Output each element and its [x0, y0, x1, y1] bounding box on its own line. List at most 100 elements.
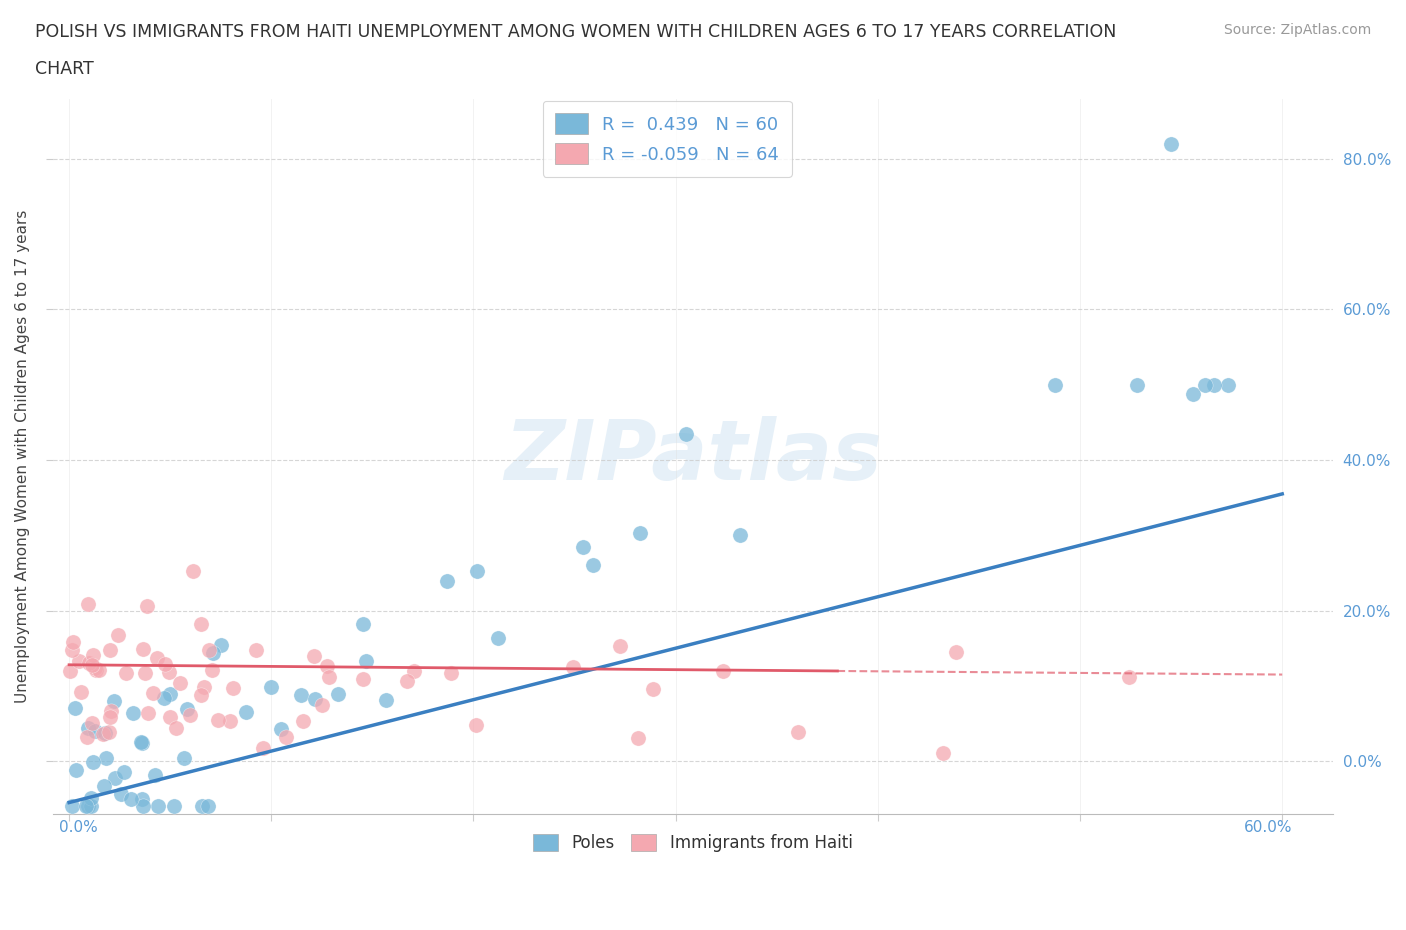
Point — [318, 670, 340, 684]
Point — [136, 706, 159, 721]
Point — [80, 658, 103, 672]
Text: POLISH VS IMMIGRANTS FROM HAITI UNEMPLOYMENT AMONG WOMEN WITH CHILDREN AGES 6 TO: POLISH VS IMMIGRANTS FROM HAITI UNEMPLOY… — [35, 23, 1116, 41]
Point — [153, 657, 176, 671]
Point — [136, 599, 159, 614]
Point — [200, 663, 222, 678]
Point — [77, 720, 100, 735]
Point — [103, 694, 125, 709]
Point — [404, 664, 426, 679]
Point — [197, 799, 219, 814]
Point — [193, 680, 215, 695]
Point — [274, 730, 297, 745]
Point — [326, 686, 349, 701]
Point — [173, 751, 195, 766]
Point — [641, 682, 664, 697]
Point — [100, 703, 122, 718]
Text: ZIPatlas: ZIPatlas — [503, 416, 882, 497]
Point — [93, 778, 115, 793]
Point — [131, 791, 153, 806]
Point — [176, 702, 198, 717]
Point — [179, 708, 201, 723]
Point — [675, 426, 697, 441]
Point — [163, 799, 186, 814]
Point — [98, 724, 121, 739]
Point — [198, 643, 221, 658]
Point — [464, 718, 486, 733]
Point — [181, 564, 204, 578]
Point — [83, 724, 105, 738]
Point — [60, 799, 83, 814]
Point — [87, 663, 110, 678]
Point — [222, 680, 245, 695]
Point — [129, 735, 152, 750]
Point — [201, 645, 224, 660]
Point — [59, 664, 82, 679]
Point — [63, 700, 86, 715]
Point — [1126, 378, 1149, 392]
Point — [94, 751, 117, 765]
Text: Source: ZipAtlas.com: Source: ZipAtlas.com — [1223, 23, 1371, 37]
Point — [1202, 378, 1225, 392]
Point — [218, 714, 240, 729]
Point — [146, 650, 169, 665]
Point — [100, 643, 122, 658]
Text: 0.0%: 0.0% — [59, 820, 98, 835]
Point — [628, 525, 651, 540]
Point — [110, 787, 132, 802]
Point — [103, 771, 125, 786]
Point — [304, 649, 326, 664]
Y-axis label: Unemployment Among Women with Children Ages 6 to 17 years: Unemployment Among Women with Children A… — [15, 209, 30, 703]
Point — [1118, 670, 1140, 684]
Point — [375, 693, 398, 708]
Point — [142, 685, 165, 700]
Point — [86, 663, 108, 678]
Point — [609, 638, 631, 653]
Point — [93, 726, 115, 741]
Point — [98, 710, 121, 724]
Point — [270, 722, 292, 737]
Text: CHART: CHART — [35, 60, 94, 78]
Point — [77, 799, 100, 814]
Point — [352, 617, 374, 631]
Point — [77, 596, 100, 611]
Point — [143, 768, 166, 783]
Point — [82, 754, 104, 769]
Point — [290, 688, 312, 703]
Point — [436, 573, 458, 588]
Point — [80, 799, 103, 814]
Point — [67, 653, 90, 668]
Legend: Poles, Immigrants from Haiti: Poles, Immigrants from Haiti — [526, 828, 859, 859]
Point — [1216, 378, 1239, 392]
Point — [207, 712, 229, 727]
Point — [190, 687, 212, 702]
Point — [1043, 378, 1066, 392]
Point — [169, 676, 191, 691]
Point — [561, 659, 583, 674]
Point — [292, 713, 315, 728]
Point — [131, 642, 153, 657]
Point — [245, 642, 267, 657]
Point — [165, 721, 187, 736]
Point — [82, 715, 104, 730]
Point — [1194, 378, 1216, 392]
Point — [91, 726, 114, 741]
Point — [259, 680, 281, 695]
Point — [315, 659, 337, 674]
Point — [311, 698, 333, 712]
Point — [157, 665, 180, 680]
Point — [711, 663, 734, 678]
Point — [121, 791, 143, 806]
Point — [62, 635, 84, 650]
Text: 60.0%: 60.0% — [1244, 820, 1292, 835]
Point — [115, 666, 138, 681]
Point — [191, 799, 214, 814]
Point — [146, 799, 169, 814]
Point — [82, 648, 104, 663]
Point — [69, 685, 91, 700]
Point — [131, 736, 153, 751]
Point — [190, 617, 212, 631]
Point — [252, 740, 274, 755]
Point — [60, 642, 83, 657]
Point — [304, 692, 326, 707]
Point — [945, 644, 967, 659]
